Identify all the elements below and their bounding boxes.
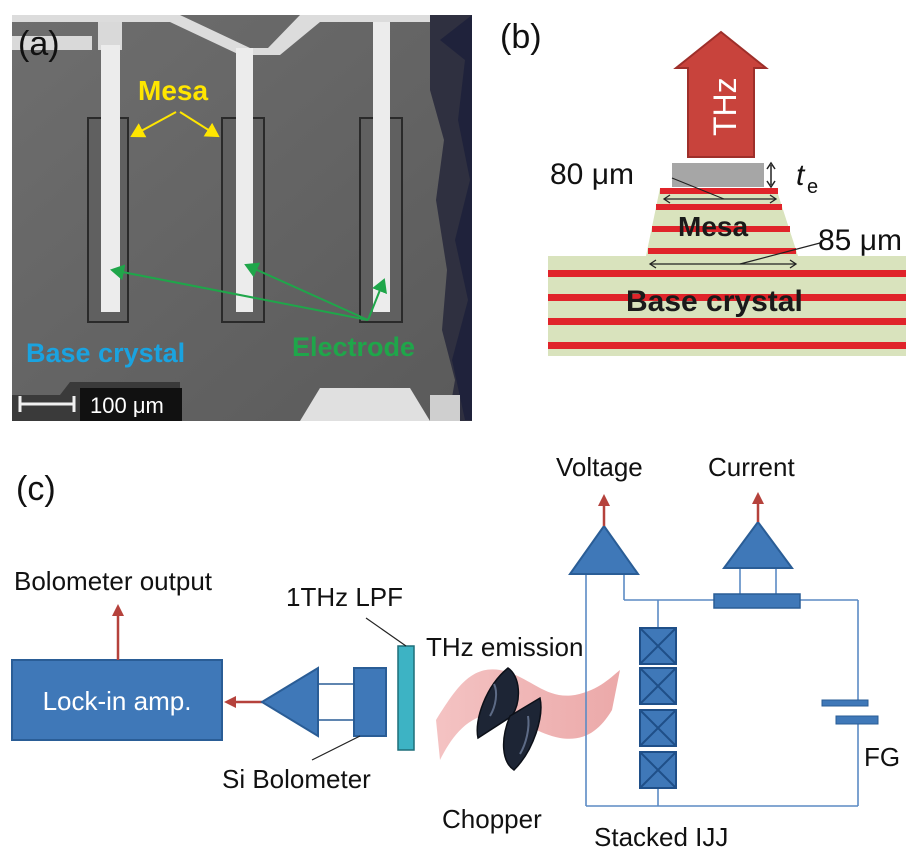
chopper-label: Chopper [442,804,542,834]
panel-c-label: (c) [16,470,56,508]
electrode-right [373,22,390,312]
top-electrode [672,163,764,187]
top-width-label: 80 μm [550,158,634,191]
mesa-body-label: Mesa [678,211,748,242]
scale-label-background [80,388,182,421]
electrode-middle [236,48,253,312]
bottom-width-label: 85 μm [818,224,902,257]
mesa-label: Mesa [138,75,208,106]
mesa-arrow-right [179,111,220,138]
si-bolometer-label: Si Bolometer [222,764,371,794]
panel-a-label: (a) [18,25,60,63]
signal-arrowhead [224,696,236,708]
lpf-label: 1THz LPF [286,582,403,612]
current-label: Current [708,452,795,482]
panel-a: (a) Mesa Base crystal Electrode 100 μm [12,15,472,421]
voltage-label: Voltage [556,452,643,482]
electrode-arrow-right [367,278,387,321]
base-stripe-2 [548,294,906,301]
mesa-stripe-3 [652,226,790,232]
voltage-amp-triangle [568,524,640,575]
thickness-marker-heads [766,161,776,189]
mesa-arrow-left [130,111,177,138]
thickness-symbol: t [796,159,806,192]
panel-b-label: (b) [500,18,542,56]
thz-arrow [673,30,769,158]
mesa-stripe-2 [656,204,782,210]
top-width-arrowheads [662,194,778,204]
mesa-stripe-4 [648,248,796,254]
lockin-amp-label: Lock-in amp. [43,686,192,716]
fg-label: FG [864,742,900,772]
fg-plate-short [835,715,879,725]
top-width-leader [671,177,725,200]
base-crystal-label: Base crystal [26,338,185,368]
electrode-label: Electrode [292,332,415,362]
current-arrowhead [752,492,764,504]
preamp-triangle [260,666,319,738]
circuit-wiring [585,568,859,807]
panel-c: (c) Lock-in amp. Bolometer output Si Bol… [11,452,900,852]
bolometer-output-arrowhead [112,604,124,616]
top-electrode-pads [12,15,472,55]
current-amp-triangle [722,520,794,569]
scale-label: 100 μm [90,393,164,418]
lpf-leader [365,617,407,647]
thz-arrow-label: THz [707,77,743,136]
si-bolometer-box [353,667,387,737]
bottom-width-leader [739,242,821,265]
thickness-subscript: e [807,176,818,198]
si-bolometer-leader [311,735,361,761]
fg-plate-long [821,699,869,707]
electrode-left [101,45,120,312]
stacked-ijj-label: Stacked IJJ [594,822,728,852]
stacked-ijj [639,627,677,789]
chopper-icon [476,667,542,771]
base-crystal-body-label: Base crystal [626,285,803,318]
panel-b: (b) THz t e 80 μm 85 μm Mesa Base crysta [500,18,906,356]
bolometer-output-label: Bolometer output [14,566,213,596]
base-stripe-1 [548,270,906,277]
lockin-amp-box [11,659,223,741]
crystal-edge-debris-dark [440,15,472,420]
electrode-arrow-middle [244,262,369,321]
lpf-filter [397,645,415,751]
electrode-arrow-left [110,264,369,321]
base-stripe-4 [548,342,906,349]
mesa-stripe-1 [660,188,778,194]
bottom-right-pad [430,395,460,421]
bottom-pad [300,388,430,421]
thz-emission-label: THz emission [426,632,583,662]
bottom-width-arrowheads [648,259,798,269]
shunt-resistor [713,593,801,609]
voltage-arrowhead [598,494,610,506]
base-stripe-3 [548,318,906,325]
top-left-pad [12,36,92,50]
